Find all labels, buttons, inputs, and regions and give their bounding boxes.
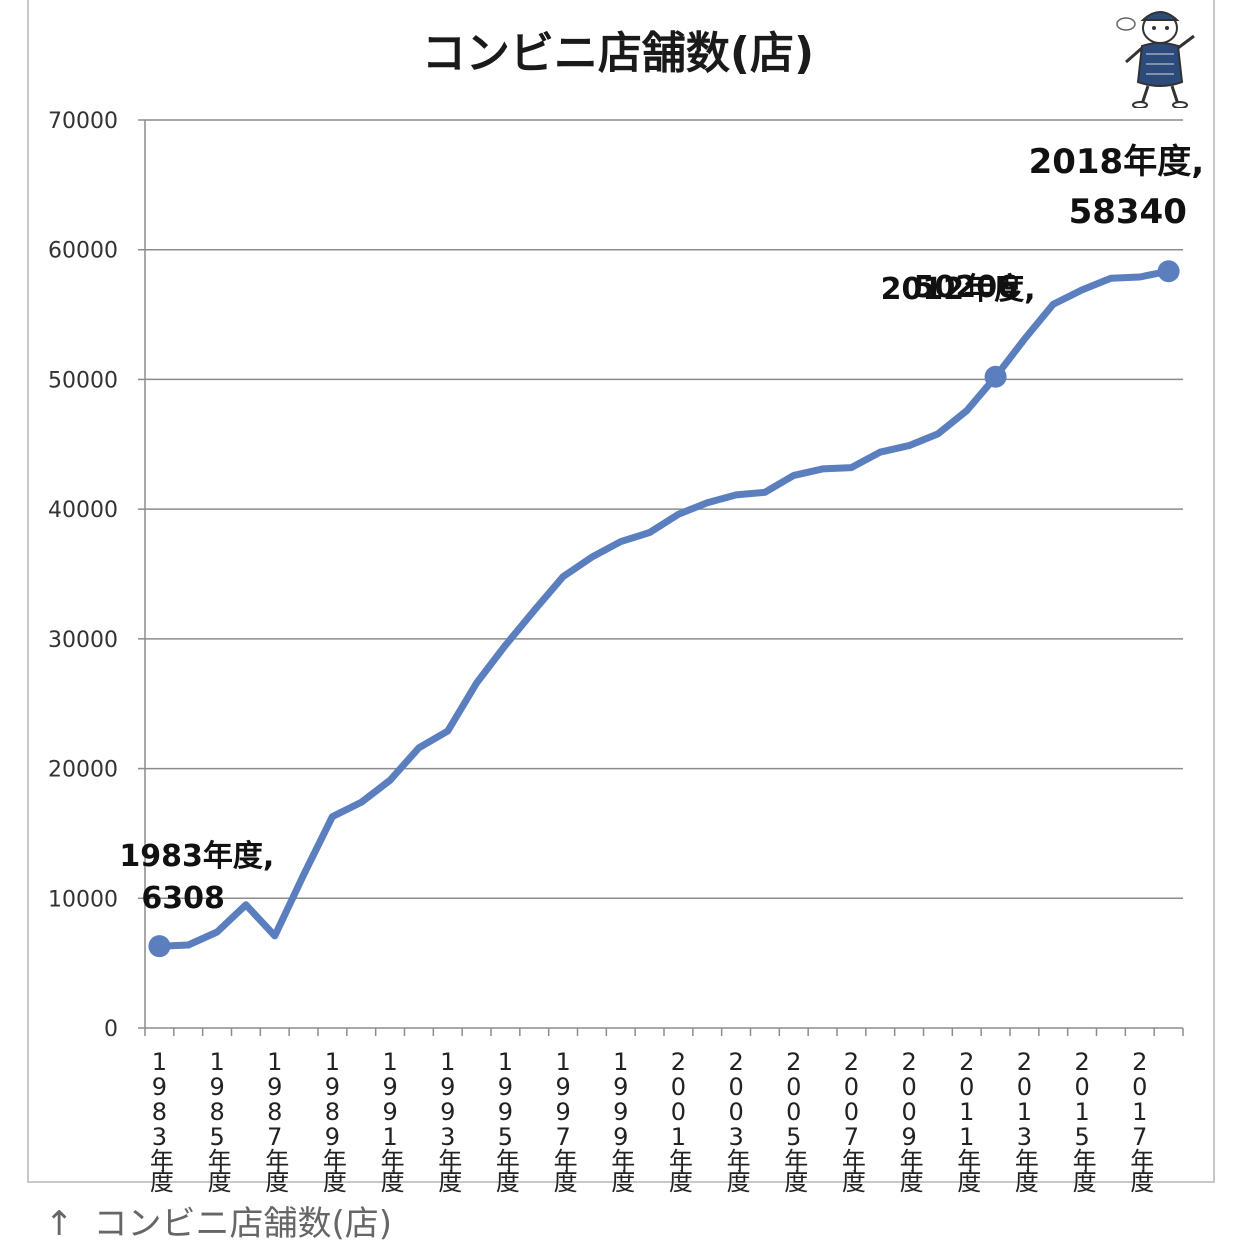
gridlines [145, 119, 1183, 900]
y-tick-label: 10000 [48, 887, 118, 912]
figure-caption: ↑ コンビニ店舗数(店) [45, 1196, 392, 1245]
annotation-label: 1983年度, [119, 839, 274, 874]
annotation-label: 2018年度, [1029, 142, 1205, 182]
annotation-value: 50206 [914, 270, 1018, 305]
x-tick-label: 2009年度 [895, 1048, 923, 1193]
data-point [984, 365, 1007, 388]
x-tick-label: 2017年度 [1126, 1048, 1154, 1193]
x-tick-label: 1983年度 [145, 1048, 173, 1193]
x-tick-label: 1997年度 [549, 1048, 577, 1193]
x-tick-label: 2013年度 [1010, 1048, 1038, 1193]
x-axis-ticks: 1983年度 1985年度 1987年度 1989年度 1991年度 1993年度 1995… [144, 1028, 1184, 1193]
x-tick-label: 2003年度 [722, 1048, 750, 1193]
x-tick-label: 1987年度 [261, 1048, 289, 1193]
chart-title: コンビニ店舗数(店) [422, 28, 814, 79]
x-tick-label: 1995年度 [491, 1048, 519, 1193]
y-tick-label: 60000 [48, 239, 118, 264]
axes [144, 120, 1183, 1029]
y-tick-label: 20000 [48, 758, 118, 783]
y-tick-label: 30000 [48, 628, 118, 653]
caption-text: コンビニ店舗数(店) [93, 1204, 393, 1244]
y-tick-label: 70000 [48, 109, 118, 134]
x-tick-label: 1989年度 [318, 1048, 346, 1193]
series-line-path [155, 267, 1173, 950]
x-tick-label: 1999年度 [607, 1048, 635, 1193]
x-tick-label: 1985年度 [203, 1048, 231, 1193]
x-tick-label: 2001年度 [664, 1048, 692, 1193]
x-tick-label: 2007年度 [837, 1048, 865, 1193]
chart-frame [27, 0, 1215, 1183]
y-axis-ticks: 0 10000 20000 30000 40000 50000 60000 70000 [48, 109, 145, 1042]
annotation-value: 58340 [1069, 192, 1187, 232]
annotation-label: 2012年度, [881, 272, 1036, 307]
data-annotations: 1983年度, 6308 2012年度,50206 2018年度, 58340 [119, 142, 1204, 916]
x-tick-label: 2005年度 [780, 1048, 808, 1193]
x-tick-label: 2015年度 [1068, 1048, 1096, 1193]
data-point [148, 935, 171, 958]
data-point [1157, 260, 1180, 283]
annotation-value: 6308 [141, 881, 225, 916]
mascot-illustration [1116, 11, 1195, 108]
y-tick-label: 40000 [48, 498, 118, 523]
y-tick-label: 0 [104, 1017, 118, 1042]
x-tick-label: 1993年度 [434, 1048, 462, 1193]
x-tick-label: 1991年度 [376, 1048, 404, 1193]
x-tick-label: 2011年度 [953, 1048, 981, 1193]
series-line [148, 260, 1180, 958]
up-arrow-icon: ↑ [45, 1204, 74, 1244]
y-tick-label: 50000 [48, 368, 118, 393]
